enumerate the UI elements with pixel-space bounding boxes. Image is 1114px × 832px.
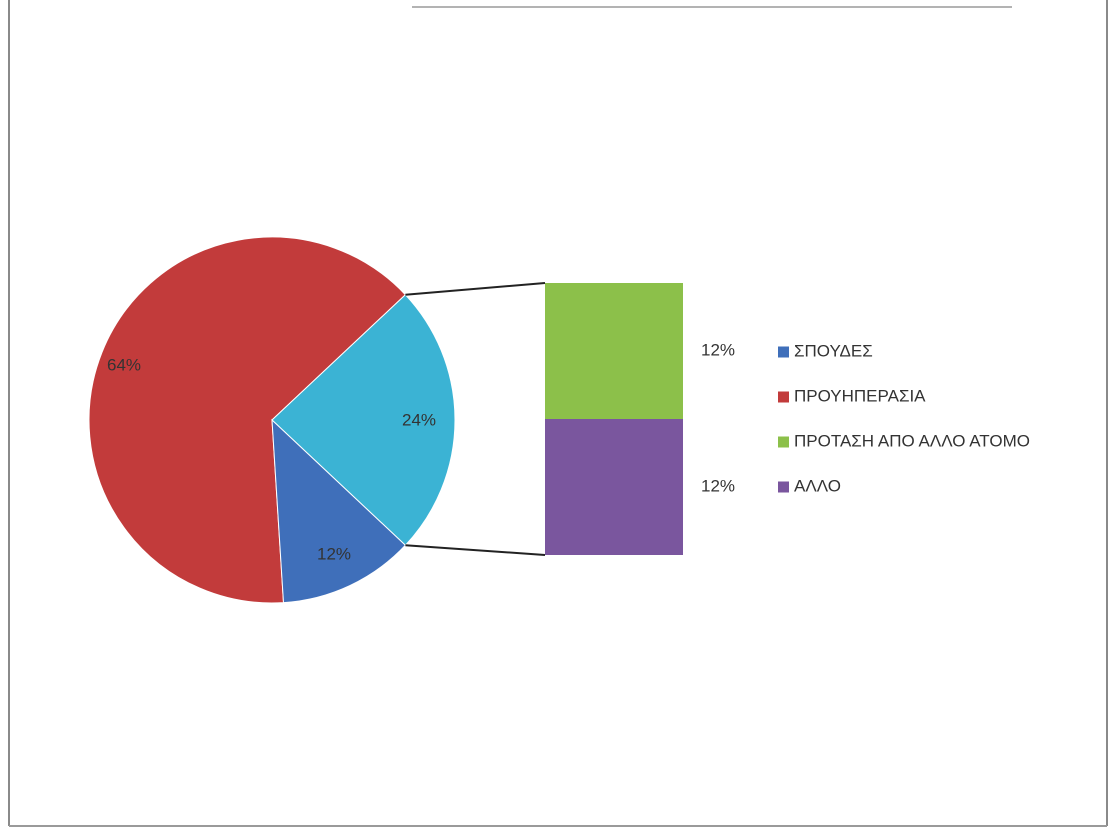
main-pie: 64% 24% 12%	[88, 236, 456, 604]
bar-segment-allo-label: 12%	[701, 476, 735, 495]
pie-slice-prouperasia	[88, 236, 407, 604]
connector-lower-line	[405, 544, 546, 556]
legend-item-protasi-swatch	[778, 436, 789, 448]
legend: ΣΠΟΥΔΕΣ ΠΡΟΥΗΠΕΡΑΣΙΑ ΠΡΟΤΑΣΗ ΑΠΟ ΑΛΛΟ ΑΤΟΜ…	[778, 341, 1030, 495]
bar-segment-allo	[545, 419, 683, 555]
legend-item-prouperasia-label: ΠΡΟΥΗΠΕΡΑΣΙΑ	[794, 386, 926, 405]
legend-item-spoudes: ΣΠΟΥΔΕΣ	[778, 341, 873, 360]
pie-slice-prouperasia-label: 64%	[107, 355, 141, 374]
pie-slice-spoudes	[271, 418, 407, 604]
legend-item-allo-label: ΑΛΛΟ	[794, 476, 841, 495]
legend-item-protasi: ΠΡΟΤΑΣΗ ΑΠΟ ΑΛΛΟ ΑΤΟΜΟ	[778, 431, 1030, 450]
legend-item-spoudes-swatch	[778, 346, 789, 358]
legend-item-prouperasia-swatch	[778, 391, 789, 403]
legend-item-allo: ΑΛΛΟ	[778, 476, 841, 495]
bar-segment-protasi-label: 12%	[701, 340, 735, 359]
legend-item-prouperasia: ΠΡΟΥΗΠΕΡΑΣΙΑ	[778, 386, 926, 405]
legend-item-protasi-label: ΠΡΟΤΑΣΗ ΑΠΟ ΑΛΛΟ ΑΤΟΜΟ	[794, 431, 1030, 450]
pie-slice-spoudes-label: 12%	[317, 544, 351, 563]
pie-slice-other	[271, 294, 456, 546]
legend-item-spoudes-label: ΣΠΟΥΔΕΣ	[794, 341, 873, 360]
pie-connectors	[405, 282, 546, 556]
connector-upper-line	[405, 282, 546, 296]
secondary-bar: 12% 12%	[545, 283, 735, 555]
legend-item-allo-swatch	[778, 481, 789, 493]
bar-segment-protasi	[545, 283, 683, 419]
pie-slice-other-label: 24%	[402, 410, 436, 429]
